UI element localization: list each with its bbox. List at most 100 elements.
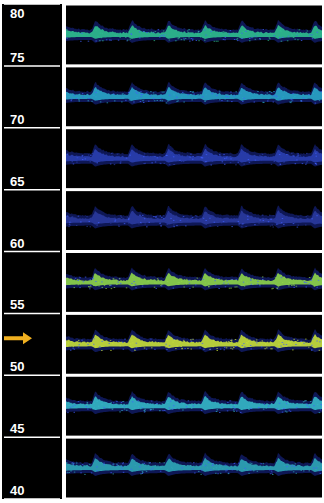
- speckle: [228, 404, 230, 405]
- speckle: [159, 223, 161, 224]
- speckle: [116, 465, 118, 466]
- speckle: [160, 100, 162, 101]
- spectrum-halo: [66, 82, 322, 105]
- speckle: [259, 38, 261, 39]
- speckle: [299, 155, 301, 156]
- speckle: [242, 31, 244, 32]
- speckle: [153, 92, 155, 93]
- speckle: [221, 100, 223, 101]
- speckle: [298, 225, 300, 226]
- doppler-spectrum: [66, 334, 322, 348]
- speckle: [112, 278, 114, 279]
- speckle: [73, 463, 75, 464]
- speckle: [117, 157, 119, 158]
- speckle: [223, 221, 225, 222]
- speckle: [270, 219, 272, 220]
- speckle: [320, 31, 322, 32]
- speckle: [142, 473, 144, 474]
- speckle: [137, 93, 139, 94]
- speckle: [78, 216, 80, 217]
- speckle: [173, 164, 175, 165]
- speckle: [182, 410, 184, 411]
- speckle: [92, 344, 94, 345]
- speckle: [233, 347, 235, 348]
- speckle: [144, 220, 146, 221]
- speckle: [77, 279, 79, 280]
- speckle: [171, 467, 173, 468]
- speckle: [136, 403, 138, 404]
- speckle: [316, 164, 318, 165]
- speckle: [268, 40, 270, 41]
- speckle: [309, 277, 311, 278]
- speckle: [165, 344, 167, 345]
- speckle: [201, 470, 203, 471]
- speckle: [72, 216, 74, 217]
- speckle: [171, 221, 173, 222]
- speckle: [321, 37, 322, 38]
- speckle: [227, 469, 229, 470]
- speckle: [321, 467, 322, 468]
- speckle: [134, 408, 136, 409]
- speckle: [187, 94, 189, 95]
- speckle: [170, 153, 172, 154]
- speckle: [285, 411, 287, 412]
- speckle: [179, 159, 181, 160]
- speckle: [296, 160, 298, 161]
- speckle: [88, 286, 90, 287]
- speckle: [77, 97, 79, 98]
- speckle: [191, 341, 193, 342]
- speckle: [127, 217, 129, 218]
- speckle: [225, 465, 227, 466]
- speckle: [121, 410, 123, 411]
- speckle: [237, 38, 239, 39]
- speckle: [106, 158, 108, 159]
- speckle: [293, 285, 295, 286]
- speckle: [95, 346, 97, 347]
- speckle: [304, 282, 306, 283]
- speckle: [111, 402, 113, 403]
- speckle: [263, 409, 265, 410]
- speckle: [223, 39, 225, 40]
- speckle: [280, 163, 282, 164]
- speckle: [321, 223, 323, 224]
- speckle: [92, 278, 94, 279]
- speckle: [118, 225, 120, 226]
- gate-panel: [66, 67, 322, 126]
- speckle: [68, 93, 70, 94]
- speckle: [86, 226, 88, 227]
- speckle: [282, 218, 284, 219]
- speckle: [270, 226, 272, 227]
- speckle: [152, 409, 154, 410]
- speckle: [281, 157, 283, 158]
- speckle: [254, 224, 256, 225]
- speckle: [121, 94, 123, 95]
- speckle: [239, 93, 241, 94]
- speckle: [311, 218, 313, 219]
- speckle: [73, 464, 75, 465]
- speckle: [257, 91, 259, 92]
- speckle: [265, 343, 267, 344]
- speckle: [68, 405, 70, 406]
- speckle: [210, 349, 212, 350]
- speckle: [92, 219, 94, 220]
- speckle: [72, 462, 74, 463]
- speckle: [140, 101, 142, 102]
- speckle: [319, 341, 321, 342]
- speckle: [315, 153, 317, 154]
- speckle: [172, 468, 174, 469]
- speckle: [187, 220, 189, 221]
- speckle: [68, 472, 70, 473]
- speckle: [102, 287, 104, 288]
- speckle: [236, 39, 238, 40]
- speckle: [293, 37, 295, 38]
- speckle: [87, 409, 89, 410]
- speckle: [76, 157, 78, 158]
- speckle: [307, 31, 309, 32]
- speckle: [309, 35, 311, 36]
- speckle: [311, 349, 313, 350]
- speckle: [172, 409, 174, 410]
- speckle: [216, 155, 218, 156]
- speckle: [268, 406, 270, 407]
- speckle: [164, 34, 166, 35]
- speckle: [273, 96, 275, 97]
